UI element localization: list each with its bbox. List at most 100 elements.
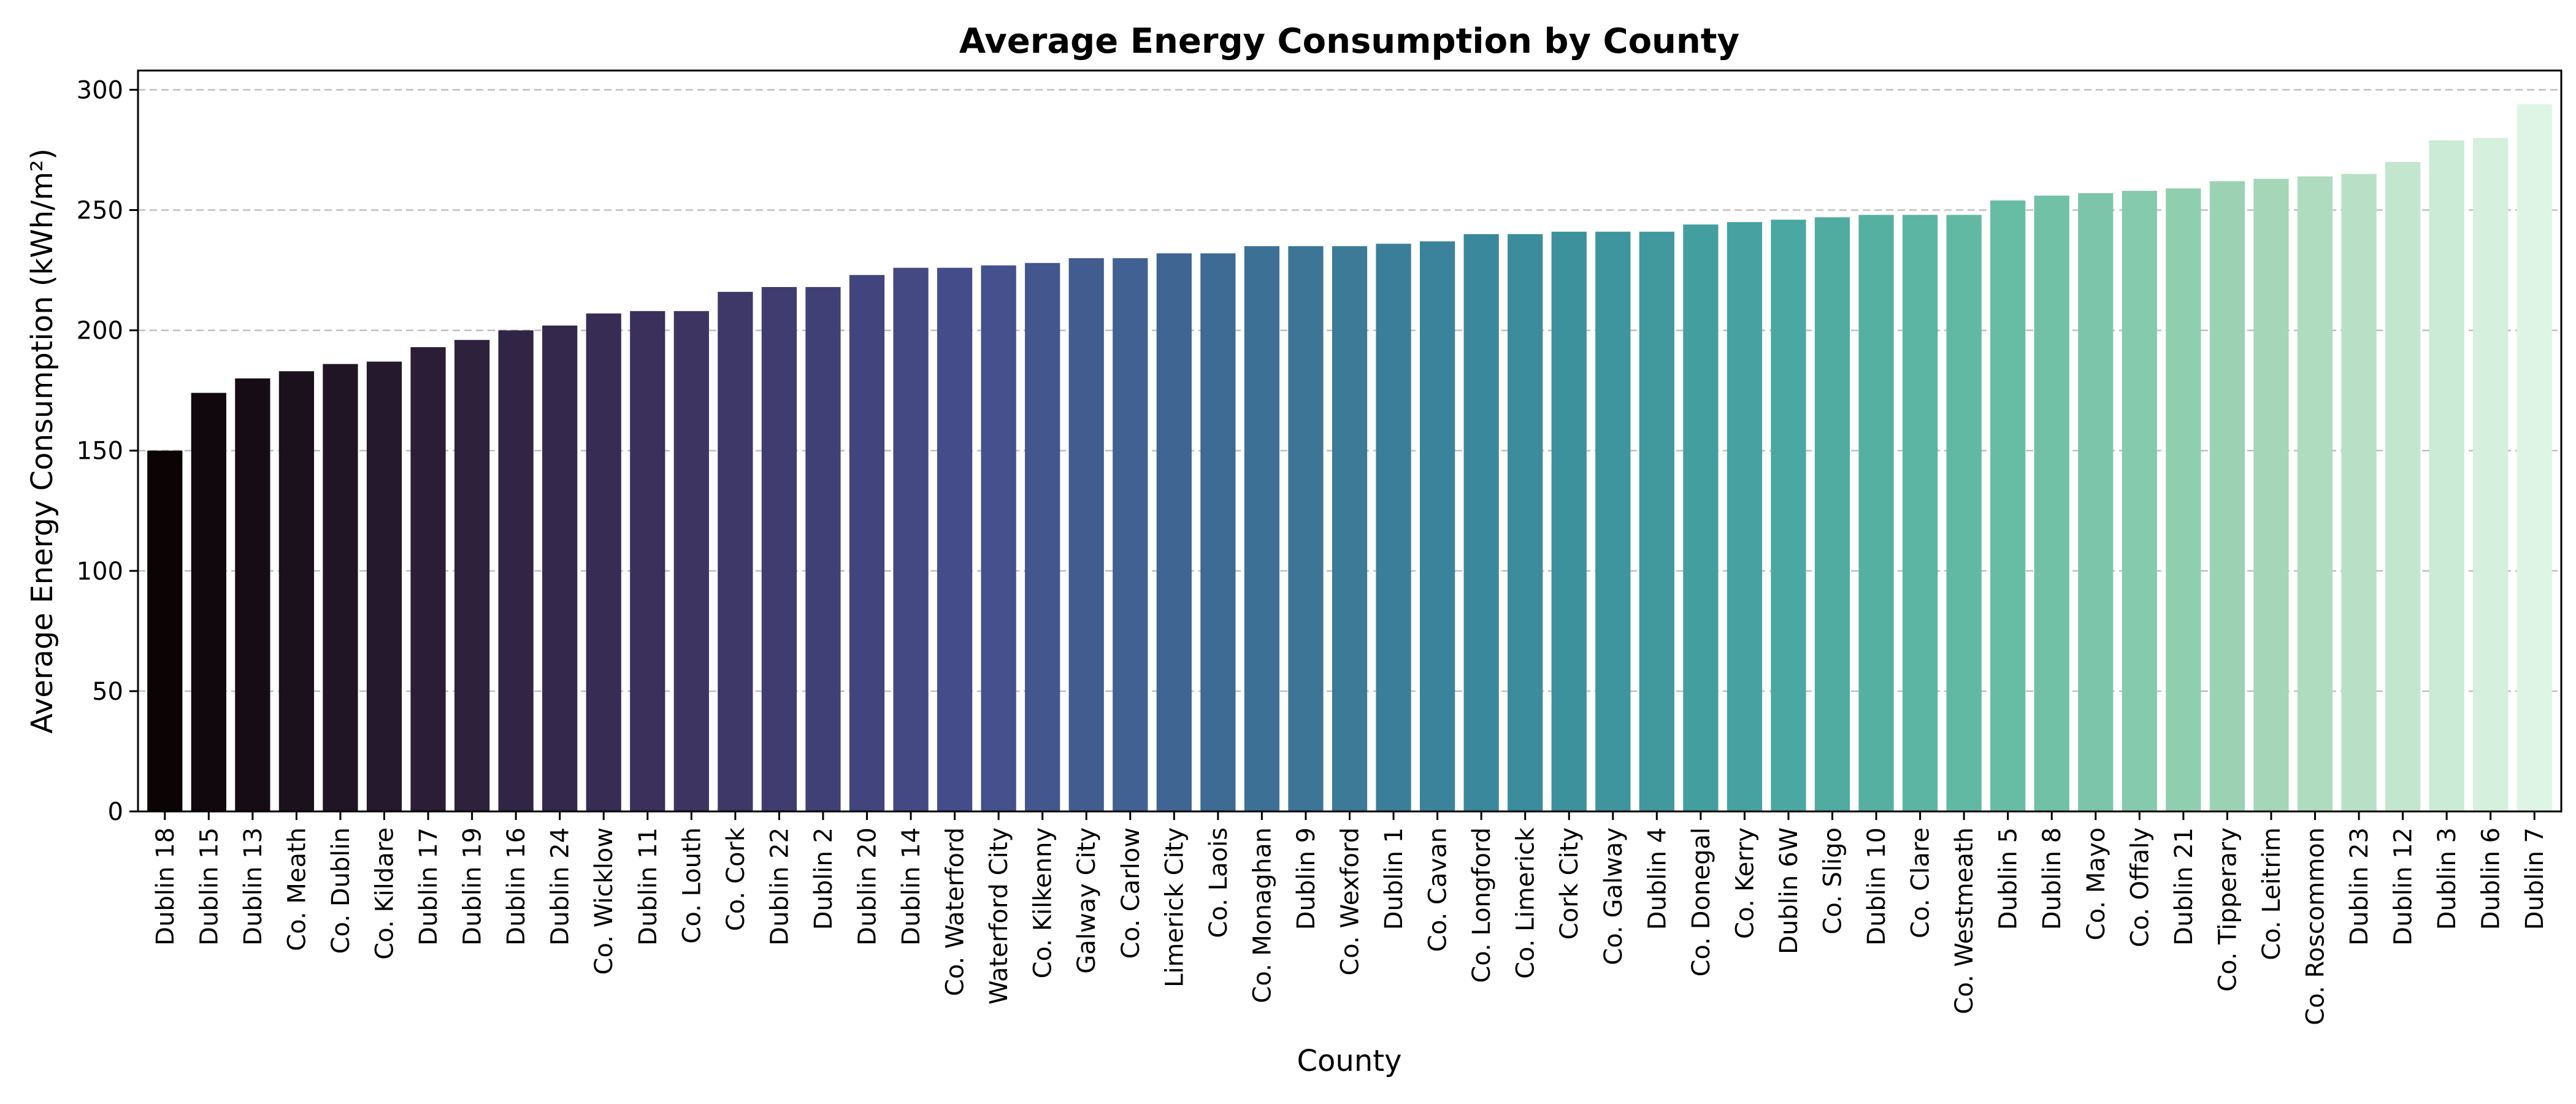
bar — [673, 311, 709, 812]
bar — [2473, 137, 2509, 812]
bar — [718, 291, 753, 811]
bar — [1946, 215, 1982, 811]
gridlines — [138, 89, 2561, 692]
x-tick-label: Dublin 8 — [2038, 827, 2066, 930]
bar — [1551, 231, 1587, 811]
x-tick-label: Dublin 24 — [546, 827, 575, 946]
y-tick-label: 50 — [92, 678, 123, 706]
bar — [1990, 200, 2026, 811]
bar — [1683, 224, 1719, 811]
bar — [1858, 215, 1894, 811]
bar — [937, 267, 973, 812]
x-tick-label: Co. Waterford — [941, 827, 970, 996]
x-tick-label: Co. Roscommon — [2302, 827, 2330, 1025]
x-tick-label: Dublin 13 — [239, 827, 267, 946]
x-tick-label: Limerick City — [1160, 827, 1189, 987]
bar — [2341, 174, 2377, 811]
x-tick-label: Co. Westmeath — [1950, 827, 1979, 1014]
bar — [454, 340, 490, 811]
bar — [1595, 231, 1631, 811]
x-tick-label: Co. Kildare — [371, 827, 399, 960]
x-tick-label: Dublin 3 — [2433, 827, 2461, 930]
bar — [1288, 246, 1324, 812]
x-tick-label: Co. Dublin — [327, 827, 355, 954]
bar — [2034, 195, 2069, 811]
x-tick-label: Co. Sligo — [1819, 827, 1847, 935]
x-tick-label: Dublin 9 — [1292, 827, 1321, 930]
x-tick-label: Dublin 21 — [2170, 827, 2198, 946]
x-tick-label: Co. Clare — [1907, 827, 1935, 938]
x-tick-label: Co. Laois — [1205, 827, 1233, 938]
x-tick-label: Dublin 16 — [502, 827, 531, 946]
y-tick-label: 150 — [77, 437, 123, 466]
x-tick-label: Co. Monaghan — [1248, 827, 1276, 1003]
bar — [410, 347, 446, 811]
bar — [1508, 234, 1543, 811]
x-tick-label: Co. Wexford — [1336, 827, 1365, 976]
bar — [2517, 104, 2552, 812]
x-tick-label: Co. Longford — [1468, 827, 1496, 983]
bars — [147, 104, 2552, 812]
x-tick-label: Dublin 23 — [2345, 827, 2374, 946]
x-tick-label: Co. Carlow — [1117, 827, 1145, 959]
x-tick-label: Dublin 19 — [459, 827, 487, 946]
x-tick-label: Dublin 15 — [195, 827, 223, 946]
x-tick-label: Cork City — [1555, 827, 1584, 940]
x-tick-label: Dublin 12 — [2390, 827, 2418, 946]
x-tick-label: Co. Louth — [678, 827, 706, 944]
bar — [1332, 246, 1368, 812]
x-tick-label: Dublin 18 — [151, 827, 180, 946]
x-tick-label: Dublin 22 — [765, 827, 794, 946]
bar — [323, 364, 358, 811]
x-tick-label: Co. Donegal — [1687, 827, 1715, 976]
x-tick-label: Dublin 11 — [634, 827, 662, 946]
y-tick-label: 250 — [77, 196, 123, 224]
x-tick-label: Dublin 1 — [1380, 827, 1408, 930]
y-tick-label: 0 — [108, 798, 123, 826]
bar — [893, 267, 929, 812]
bar — [1771, 220, 1806, 811]
bar — [1068, 258, 1104, 811]
bar — [1200, 253, 1236, 812]
x-tick-label: Co. Wicklow — [590, 827, 618, 975]
bar — [2166, 188, 2201, 811]
x-tick-label: Dublin 10 — [1863, 827, 1891, 946]
x-tick-label: Co. Cavan — [1424, 827, 1452, 952]
bar — [1376, 243, 1411, 811]
x-tick-label: Co. Limerick — [1512, 827, 1540, 979]
x-tick-label: Co. Kilkenny — [1029, 827, 1057, 978]
x-tick-label: Dublin 2 — [810, 827, 838, 930]
x-tick-label: Co. Leitrim — [2258, 827, 2286, 960]
y-tick-label: 100 — [77, 558, 123, 586]
x-axis-label: County — [1297, 1044, 1402, 1078]
x-tick-label: Dublin 7 — [2521, 827, 2549, 930]
y-tick-label: 300 — [77, 76, 123, 104]
bar — [278, 371, 315, 811]
bar — [2253, 178, 2289, 811]
bar — [849, 275, 885, 812]
x-tick-label: Dublin 17 — [415, 827, 443, 946]
bar — [235, 378, 270, 811]
x-tick-label: Waterford City — [985, 827, 1013, 1005]
chart-title: Average Energy Consumption by County — [959, 21, 1739, 61]
bar — [2122, 191, 2157, 811]
bar — [1727, 222, 1763, 811]
bar — [366, 361, 402, 811]
bar — [2078, 193, 2114, 811]
bar — [1113, 258, 1148, 811]
bar — [2209, 181, 2245, 812]
bar — [1244, 246, 1280, 812]
bar — [191, 393, 226, 811]
bar — [1902, 215, 1938, 811]
y-axis-ticks: 0 50 100 150 200 250 300 — [77, 76, 138, 826]
x-tick-label: Co. Galway — [1600, 827, 1628, 965]
bar — [630, 311, 665, 812]
bar — [1814, 217, 1850, 811]
x-tick-label: Co. Mayo — [2082, 827, 2110, 940]
x-tick-label: Co. Meath — [283, 827, 311, 951]
bar — [805, 286, 841, 811]
bar — [542, 325, 578, 811]
bar — [498, 330, 534, 811]
bar — [761, 286, 797, 811]
